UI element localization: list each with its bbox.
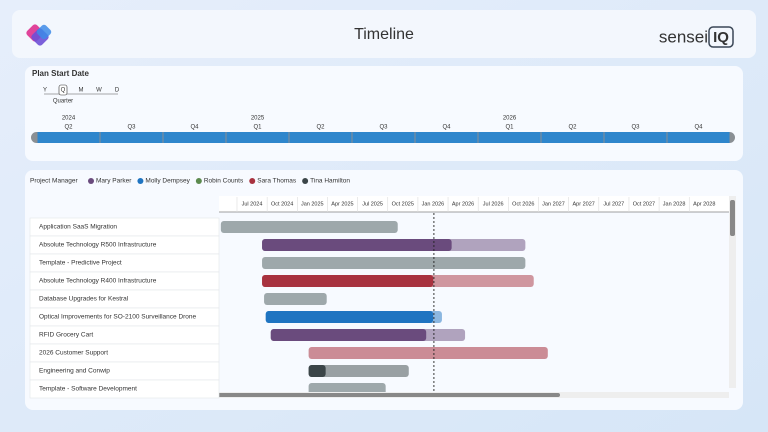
task-bar — [308, 365, 409, 377]
gantt-axis-band — [219, 196, 729, 212]
quarter-cell — [604, 132, 667, 143]
task-progress — [265, 311, 434, 323]
axis-tick-label: Jul 2025 — [362, 201, 383, 207]
brand-badge-box — [708, 26, 734, 48]
gantt-area: Jul 2024 Oct 2024 Jan 2025 Apr 2025 Jul 2025… — [220, 197, 715, 392]
quarter-label: Q3 — [631, 125, 640, 131]
task-name: Absolute Technology R400 Infrastructure — [39, 278, 157, 285]
quarter-label: Q3 — [127, 125, 136, 131]
legend-label: Molly Dempsey — [145, 178, 190, 185]
quarter-cell — [289, 132, 352, 143]
legend-label: Robin Counts — [204, 178, 244, 185]
quarter-cell — [100, 132, 163, 143]
legend-dot — [88, 178, 94, 184]
year-label: 2026 — [503, 116, 517, 122]
task-name: Engineering and Conwip — [39, 368, 110, 375]
header-panel — [12, 10, 756, 58]
quarter-label: Q4 — [190, 125, 199, 131]
legend-dot — [195, 178, 202, 184]
page-title: Timeline — [354, 26, 414, 43]
quarter-label: Q4 — [442, 125, 451, 131]
quarter-label: Q1 — [253, 125, 262, 131]
quarter-cell — [667, 132, 730, 143]
axis-tick-label: Jan 2025 — [301, 201, 324, 207]
axis-tick-label: Jul 2027 — [603, 201, 624, 207]
task-progress — [262, 239, 452, 251]
axis-tick-label: Jan 2026 — [422, 201, 445, 207]
v-scroll-thumb[interactable] — [730, 200, 735, 236]
quarter-label: Q2 — [316, 125, 325, 131]
slicer-panel — [25, 66, 743, 161]
task-bar — [264, 293, 327, 305]
axis-tick-label: Apr 2025 — [331, 201, 353, 207]
axis-tick-label: Jan 2027 — [542, 201, 565, 207]
quarter-cell — [226, 132, 289, 143]
task-bar — [220, 221, 398, 233]
legend-label: Sara Thomas — [257, 178, 297, 185]
task-bar — [308, 383, 386, 392]
level-option: W — [96, 88, 102, 94]
level-name: Quarter — [53, 99, 73, 105]
axis-tick-label: Jul 2026 — [483, 201, 504, 207]
slicer-title: Plan Start Date — [32, 69, 89, 78]
legend-label: Mary Parker — [96, 178, 132, 185]
task-name: Database Upgrades for Kestral — [39, 296, 129, 303]
quarter-label: Q2 — [568, 125, 577, 131]
axis-tick-label: Oct 2024 — [271, 201, 293, 207]
quarter-label: Q1 — [505, 125, 514, 131]
year-label: 2024 — [62, 116, 76, 122]
axis-tick-label: Jul 2024 — [242, 201, 263, 207]
row-label-cell — [29, 379, 220, 399]
axis-tick-label: Apr 2027 — [572, 201, 594, 207]
task-progress — [308, 365, 326, 377]
task-bar — [308, 347, 548, 359]
task-bar — [262, 257, 526, 269]
task-name: 2026 Customer Support — [39, 350, 108, 357]
quarter-cell — [478, 132, 541, 143]
quarter-label: Q4 — [694, 125, 703, 131]
task-name: Absolute Technology R500 Infrastructure — [39, 242, 157, 249]
axis-tick-label: Apr 2026 — [452, 201, 474, 207]
task-name: Template - Predictive Project — [39, 260, 122, 267]
axis-tick-label: Apr 2028 — [693, 201, 715, 207]
level-option: D — [115, 88, 120, 94]
quarter-cell — [415, 132, 478, 143]
year-label: 2025 — [251, 116, 265, 122]
task-name: Template - Software Development — [39, 386, 137, 393]
logo — [26, 24, 52, 46]
quarter-cell — [541, 132, 604, 143]
legend-label: Tina Hamilton — [310, 178, 350, 185]
legend-dot — [137, 178, 144, 184]
level-option: Y — [43, 88, 47, 94]
quarter-cell — [352, 132, 415, 143]
axis-tick-label: Oct 2027 — [633, 201, 655, 207]
task-name: Application SaaS Migration — [39, 224, 117, 231]
level-selected — [58, 84, 68, 96]
brand-badge: IQ — [713, 29, 729, 46]
v-scrollbar[interactable] — [729, 196, 736, 388]
brand: sensei — [659, 27, 708, 46]
legend-dot — [249, 178, 256, 184]
task-progress — [270, 329, 427, 341]
legend-title: Project Manager — [30, 178, 79, 185]
axis-tick-label: Jan 2028 — [663, 201, 686, 207]
task-name: Optical Improvements for SO-2100 Surveil… — [39, 314, 197, 321]
task-name: RFID Grocery Cart — [39, 332, 93, 339]
level-option: M — [79, 88, 84, 94]
quarter-label: Q3 — [379, 125, 388, 131]
level-option: Q — [61, 88, 66, 94]
axis-tick-label: Oct 2026 — [512, 201, 534, 207]
legend-dot — [302, 178, 309, 184]
quarter-label: Q2 — [64, 125, 73, 131]
axis-tick-label: Oct 2025 — [392, 201, 414, 207]
quarter-cell — [37, 132, 100, 143]
quarter-cell — [163, 132, 226, 143]
task-progress — [262, 275, 434, 287]
